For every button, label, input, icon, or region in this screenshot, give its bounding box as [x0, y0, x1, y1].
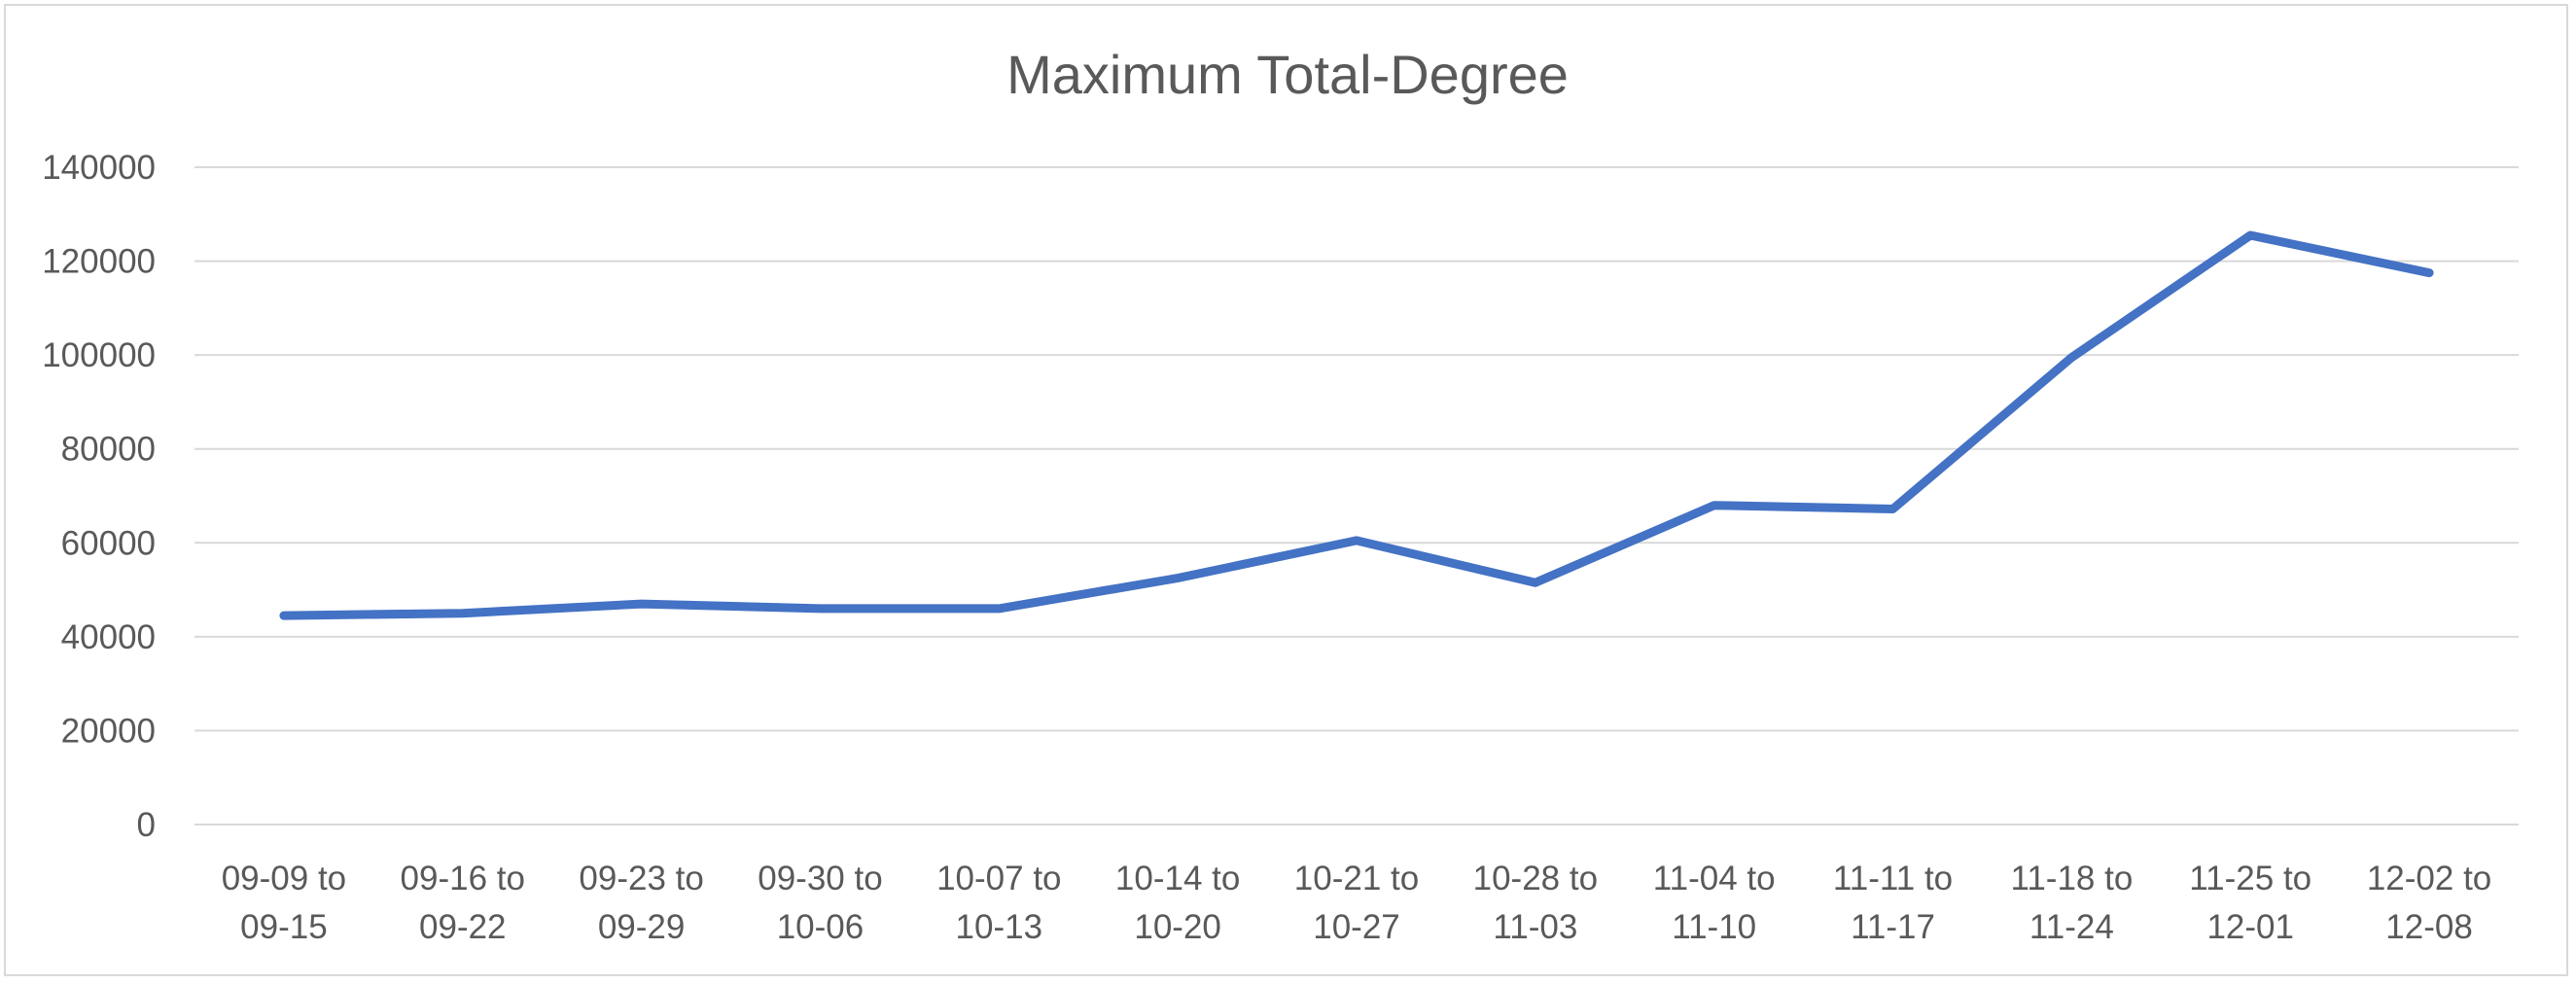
y-tick-label: 0 — [137, 806, 156, 844]
x-tick-label: 11-10 — [1672, 908, 1756, 946]
y-tick-label: 140000 — [42, 149, 156, 187]
x-tick-label: 09-30 to — [758, 860, 882, 897]
x-tick-label: 09-15 — [240, 908, 328, 946]
x-tick-label: 11-04 to — [1653, 860, 1776, 897]
x-tick-label: 10-28 to — [1473, 860, 1598, 897]
x-tick-label: 11-25 to — [2189, 860, 2311, 897]
x-tick-label: 12-02 to — [2367, 860, 2491, 897]
x-tick-label: 09-22 — [419, 908, 507, 946]
y-tick-label: 40000 — [61, 618, 156, 656]
x-tick-label: 12-01 — [2206, 908, 2294, 946]
x-tick-label: 11-24 — [2029, 908, 2114, 946]
x-tick-label: 12-08 — [2385, 908, 2473, 946]
series-layer — [279, 230, 2434, 620]
x-tick-label: 09-09 to — [222, 860, 346, 897]
x-tick-label: 10-21 to — [1294, 860, 1419, 897]
chart-title: Maximum Total-Degree — [1006, 44, 1569, 105]
y-tick-label: 80000 — [61, 431, 156, 469]
y-tick-label: 60000 — [61, 524, 156, 562]
x-tick-label: 09-23 to — [579, 860, 703, 897]
x-tick-label: 11-11 to — [1833, 860, 1953, 897]
gridlines — [194, 166, 2519, 826]
x-tick-label: 10-07 to — [936, 860, 1061, 897]
x-tick-label: 10-13 — [956, 908, 1043, 946]
x-tick-label: 09-16 to — [401, 860, 525, 897]
x-tick-label: 10-27 — [1313, 908, 1400, 946]
y-tick-label: 100000 — [42, 336, 156, 374]
x-tick-label: 11-03 — [1493, 908, 1577, 946]
x-tick-label: 11-17 — [1851, 908, 1935, 946]
x-axis-tick-labels: 09-09 to 09-15 09-16 to 09-22 09-23 to 09-29 0… — [222, 860, 2492, 946]
x-tick-label: 11-18 to — [2010, 860, 2133, 897]
x-tick-label: 10-14 to — [1115, 860, 1240, 897]
y-axis-tick-labels: 0 20000 40000 60000 80000 100000 120000 140000 — [42, 149, 156, 844]
x-tick-label: 10-20 — [1134, 908, 1221, 946]
x-tick-label: 10-06 — [777, 908, 865, 946]
y-tick-label: 20000 — [61, 712, 156, 750]
series-line — [279, 230, 2434, 620]
chart-frame — [4, 4, 2568, 976]
x-tick-label: 09-29 — [598, 908, 686, 946]
y-tick-label: 120000 — [42, 243, 156, 281]
